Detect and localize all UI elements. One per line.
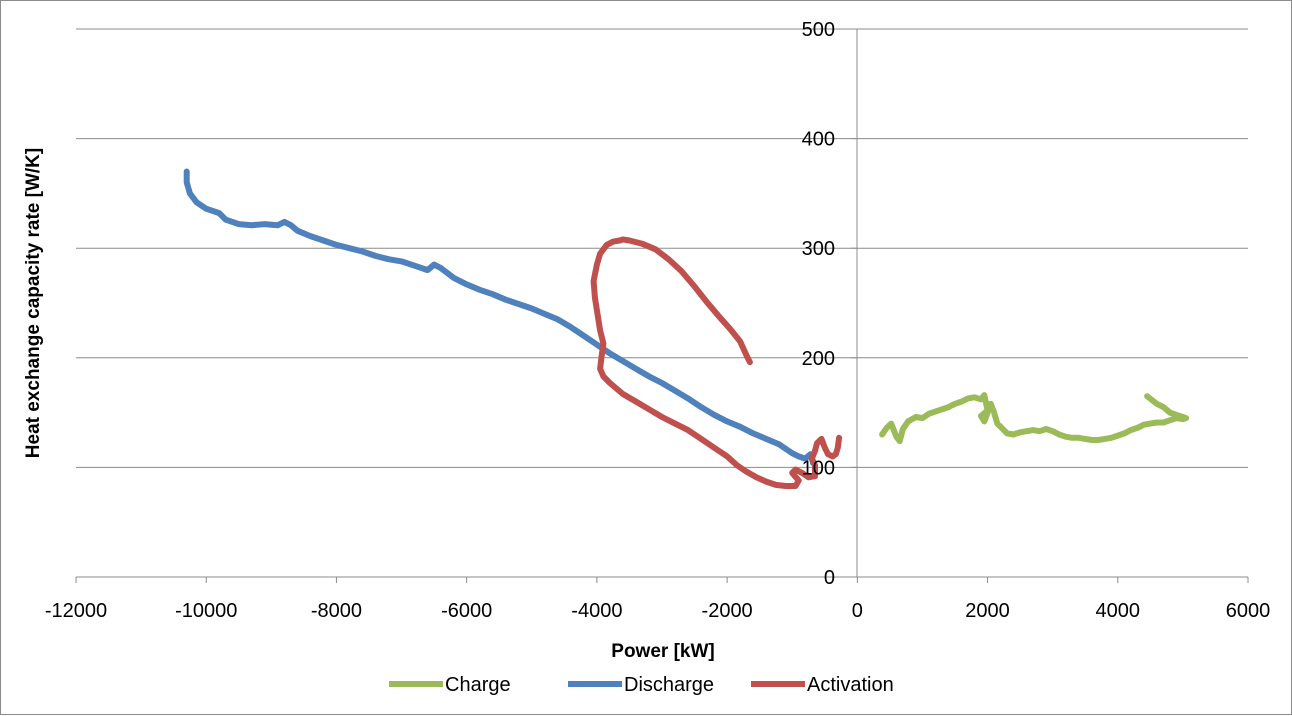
x-tick-label: -6000: [441, 600, 492, 622]
x-tick-label: -10000: [175, 600, 237, 622]
series-line-discharge: [183, 168, 817, 466]
axes: [75, 28, 1249, 583]
x-tick-label: 4000: [1096, 600, 1141, 622]
series-line-activation: [590, 236, 843, 489]
x-tick-label: -8000: [311, 600, 362, 622]
legend-label-discharge: Discharge: [624, 674, 714, 696]
y-tick-label: 0: [824, 567, 835, 589]
legend-label-activation: Activation: [807, 674, 894, 696]
plot-series: [183, 168, 1190, 489]
gridlines: [76, 28, 1248, 468]
x-tick-label: 0: [852, 600, 863, 622]
x-tick-label: -4000: [571, 600, 622, 622]
x-tick-label: 2000: [965, 600, 1010, 622]
y-tick-label: 500: [802, 19, 835, 41]
y-tick-label: 200: [802, 348, 835, 370]
x-axis-title: Power [kW]: [611, 641, 714, 662]
legend: Charge Discharge Activation: [389, 674, 894, 696]
x-tick-label: 6000: [1226, 600, 1271, 622]
y-axis-title: Heat exchange capacity rate [W/K]: [23, 148, 44, 458]
legend-label-charge: Charge: [445, 674, 511, 696]
x-tick-label: -12000: [45, 600, 107, 622]
y-tick-label: 100: [802, 457, 835, 479]
y-tick-label: 400: [802, 129, 835, 151]
tick-labels: -12000 -10000 -8000 -6000 -4000 -2000 0 2000 400…: [45, 19, 1270, 622]
x-tick-label: -2000: [702, 600, 753, 622]
y-tick-label: 300: [802, 238, 835, 260]
series-line-charge: [879, 392, 1190, 445]
